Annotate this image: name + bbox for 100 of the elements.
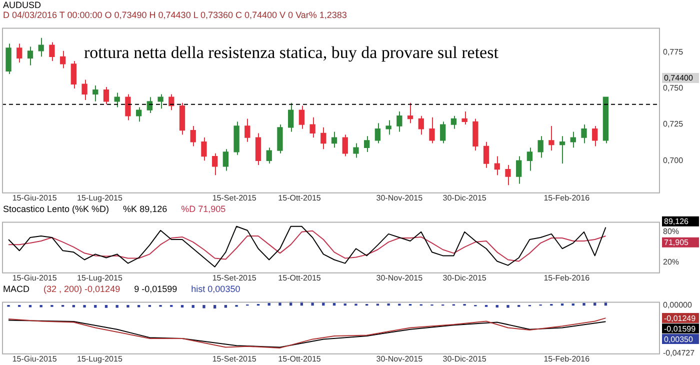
- candlestick: [103, 86, 110, 105]
- candlestick: [462, 111, 468, 126]
- candlestick: [548, 125, 554, 152]
- y-tick-label: 0,775: [663, 48, 684, 57]
- candlestick: [38, 37, 44, 58]
- candlestick: [592, 125, 598, 147]
- x-tick-label: 30-Dic-2015: [442, 354, 487, 364]
- candlestick: [277, 124, 283, 154]
- chart-title: Stocastico Lento (%K %D): [3, 204, 110, 214]
- x-tick-label: 30-Nov-2015: [376, 354, 424, 364]
- candlestick: [92, 85, 98, 102]
- x-tick-label: 15-Feb-2016: [544, 193, 590, 202]
- candlestick: [418, 115, 424, 136]
- text: 89,126: [664, 217, 690, 226]
- x-tick-label: 15-Giu-2015: [12, 193, 58, 202]
- x-tick-label: 15-Giu-2015: [12, 354, 58, 364]
- candlestick: [125, 94, 131, 121]
- candlestick: [320, 126, 326, 150]
- chart-subtitle: D 04/03/2016 T 00:00:00 O 0,73490 H 0,74430 L 0,73360 C 0,74400 V 0 Var% 1,2383: [2, 10, 348, 20]
- text: 71,905: [198, 204, 226, 214]
- x-tick-label: 15-Ott-2015: [278, 354, 322, 364]
- candlestick: [190, 125, 196, 147]
- candlestick: [6, 43, 12, 75]
- x-tick-label: 15-Ott-2015: [278, 193, 322, 202]
- candlestick: [114, 92, 120, 108]
- y-tick-label: -0,04727: [663, 348, 696, 358]
- x-tick-label: 30-Dic-2015: [442, 193, 487, 202]
- x-tick-label: 15-Lug-2015: [77, 273, 123, 282]
- candlestick: [212, 152, 218, 176]
- y-tick-label: 0,00000: [663, 300, 692, 310]
- text: 0,74400: [664, 74, 694, 83]
- candlestick: [266, 147, 272, 164]
- candlestick: [298, 105, 305, 130]
- candlestick: [559, 136, 566, 164]
- text: 9: [134, 284, 140, 294]
- x-tick-label: 15-Giu-2015: [12, 273, 58, 282]
- candlestick: [450, 115, 457, 130]
- candlestick: [440, 121, 446, 144]
- x-tick-label: 15-Feb-2016: [544, 354, 590, 364]
- candlestick: [49, 42, 55, 62]
- candlestick: [570, 131, 576, 148]
- candlestick: [516, 156, 522, 184]
- x-tick-label: 15-Set-2015: [212, 193, 257, 202]
- candlestick: [27, 46, 34, 66]
- y-tick-label: 0,725: [663, 120, 684, 129]
- candlestick: [407, 102, 414, 124]
- annotation: rottura netta della resistenza statica, buy da provare sul retest: [84, 42, 499, 62]
- text: -0,01249: [84, 284, 120, 294]
- text: 0,00350: [208, 284, 240, 294]
- y-tick-label: 0,750: [663, 84, 684, 93]
- candlestick: [255, 132, 262, 166]
- candlestick: [386, 120, 392, 136]
- chart-title: MACD: [3, 284, 30, 294]
- x-tick-label: 15-Set-2015: [212, 273, 257, 282]
- candlestick: [222, 148, 229, 172]
- candlestick: [310, 116, 316, 138]
- candlestick: [60, 50, 66, 69]
- y-tick-label: 80%: [663, 227, 680, 236]
- text: %K: [123, 204, 138, 214]
- text: %D: [181, 204, 196, 214]
- text: 89,126: [140, 204, 168, 214]
- candlestick: [374, 122, 381, 144]
- x-tick-label: 15-Set-2015: [212, 354, 257, 364]
- text: (32 , 200): [44, 284, 82, 294]
- x-tick-label: 15-Ott-2015: [278, 273, 322, 282]
- series-label: hist: [191, 284, 206, 294]
- candlestick: [526, 147, 533, 172]
- y-tick-label: 20%: [663, 257, 680, 266]
- candlestick: [396, 111, 402, 132]
- candlestick: [429, 116, 435, 144]
- text: -0,01599: [664, 324, 696, 334]
- chart-title: AUDUSD: [3, 0, 42, 10]
- candlestick: [244, 118, 250, 142]
- text: 71,905: [664, 238, 690, 248]
- candlestick: [70, 60, 76, 89]
- candlestick: [364, 136, 370, 152]
- candlestick: [288, 102, 294, 132]
- x-tick-label: 30-Dic-2015: [442, 273, 487, 282]
- x-tick-label: 30-Nov-2015: [376, 273, 424, 282]
- candlestick: [331, 131, 338, 148]
- candlestick: [342, 134, 348, 157]
- candlestick: [505, 164, 511, 186]
- x-tick-label: 15-Lug-2015: [77, 354, 123, 364]
- candlestick: [538, 136, 544, 158]
- text: -0,01249: [664, 314, 696, 323]
- x-tick-label: 30-Nov-2015: [376, 193, 424, 202]
- candlestick: [353, 142, 359, 158]
- candlestick: [201, 137, 207, 162]
- text: -0,01599: [142, 284, 178, 294]
- candlestick: [581, 124, 587, 144]
- y-tick-label: 0,700: [663, 156, 684, 165]
- candlestick: [146, 96, 152, 114]
- candlestick: [16, 43, 22, 63]
- candlestick: [494, 156, 500, 176]
- candlestick: [82, 79, 88, 100]
- candlestick: [136, 106, 142, 122]
- candlestick: [158, 94, 164, 110]
- text: 0,00350: [664, 334, 694, 344]
- x-tick-label: 15-Lug-2015: [77, 193, 123, 202]
- x-tick-label: 15-Feb-2016: [544, 273, 590, 282]
